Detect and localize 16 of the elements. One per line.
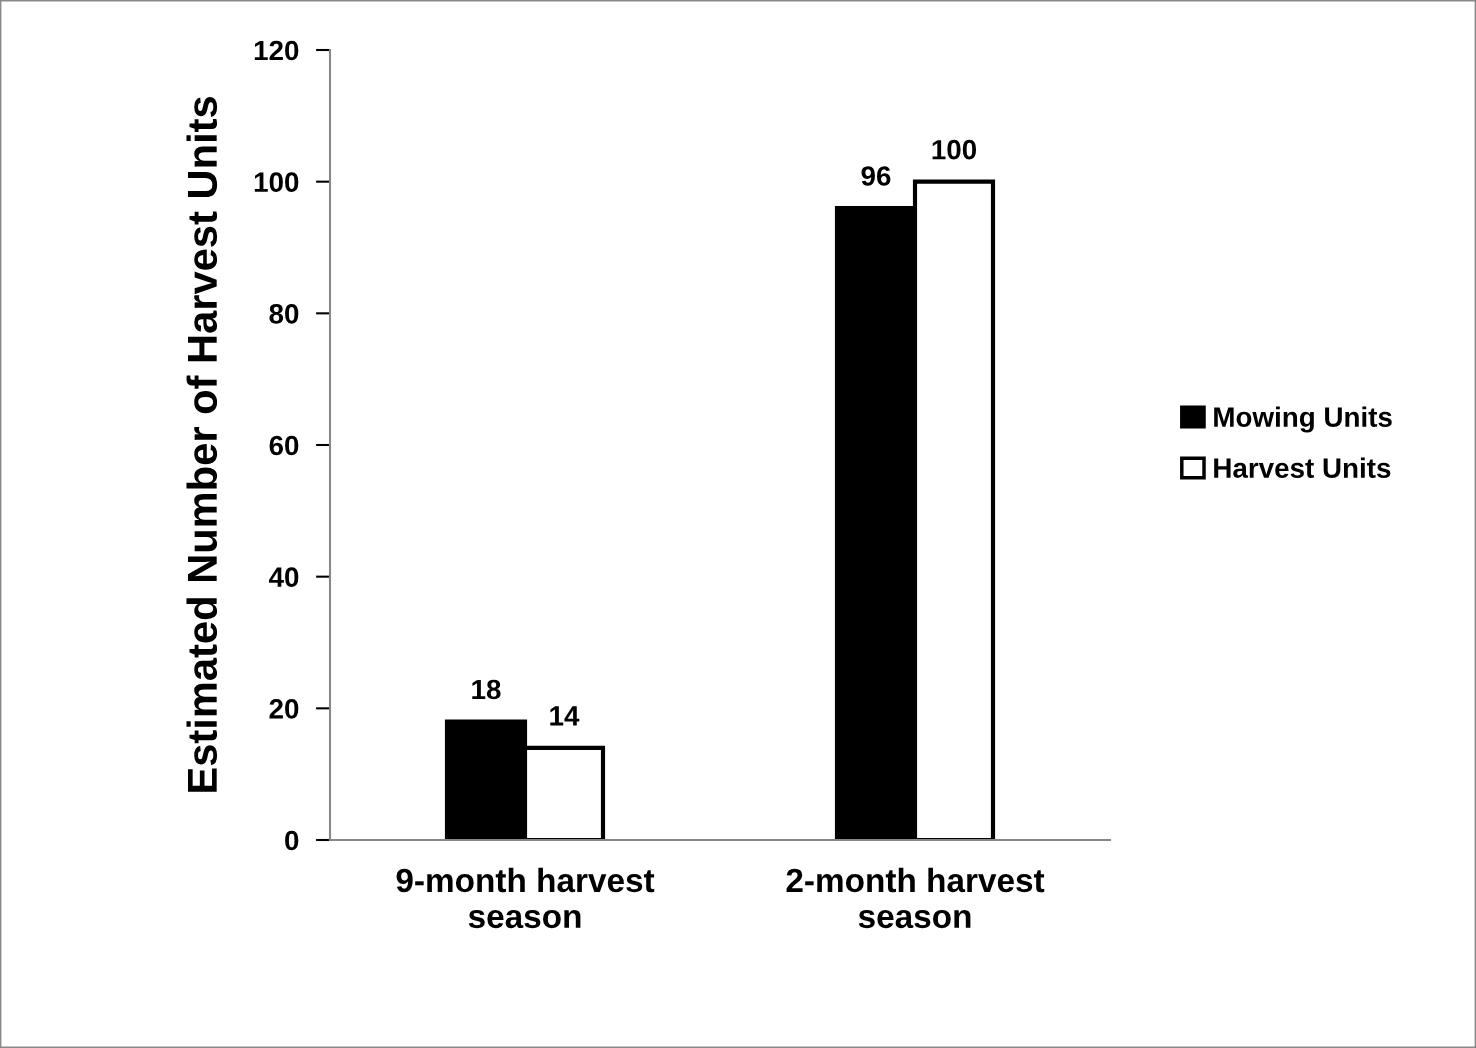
y-axis-title: Estimated Number of Harvest Units	[186, 97, 218, 792]
y-tick-label: 20	[269, 699, 299, 719]
y-tick-label: 60	[269, 435, 299, 456]
y-tick-label: 120	[254, 40, 299, 61]
data-label: 18	[472, 679, 501, 700]
legend-label: Harvest Units	[1214, 457, 1391, 478]
legend-label: Mowing Units	[1214, 406, 1392, 433]
y-tick-label: 100	[254, 172, 299, 193]
y-tick-label: 40	[268, 567, 299, 588]
data-label: 96	[861, 166, 891, 186]
x-tick-label: 9-month harvest season	[396, 867, 655, 929]
data-label: 14	[550, 706, 580, 726]
y-tick-label: 80	[269, 304, 299, 324]
x-tick-label: 2-month harvest season	[786, 867, 1045, 929]
data-label: 100	[932, 139, 977, 160]
y-tick-label: 0	[285, 830, 299, 851]
